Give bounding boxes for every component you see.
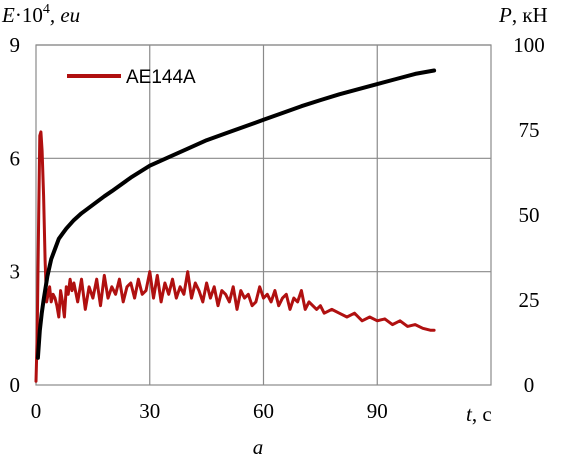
y-left-axis-var: E	[1, 3, 15, 27]
x-axis-title: t, с	[466, 402, 492, 426]
grid-lines	[36, 44, 491, 385]
y-left-axis-title: E·104, eu	[1, 2, 80, 27]
y-right-axis-unit: , кН	[512, 3, 548, 27]
y-left-axis-unit: , eu	[50, 3, 80, 27]
y-right-tick-label-50: 50	[519, 203, 540, 227]
plot-frame	[35, 44, 492, 386]
x-axis-unit: , с	[472, 402, 492, 426]
y-left-tick-label-3: 3	[10, 260, 21, 284]
y-left-tick-label-0: 0	[10, 373, 21, 397]
y-left-axis-mid: ·10	[15, 3, 43, 27]
x-tick-label-90: 90	[367, 399, 388, 423]
plot-area-border	[35, 44, 492, 386]
legend-label-ae144a: AE144A	[126, 67, 196, 88]
y-right-axis-title: P, кН	[498, 3, 548, 27]
y-left-tick-label-9: 9	[10, 33, 21, 57]
series-line-load	[35, 68, 437, 360]
y-right-tick-label-100: 100	[513, 33, 545, 57]
y-right-axis-var: P	[498, 3, 512, 27]
series-lines	[34, 68, 437, 383]
legend: AE144A	[67, 67, 196, 88]
y-right-tick-label-75: 75	[519, 118, 540, 142]
x-tick-label-0: 0	[31, 399, 42, 423]
series-line-ae144a	[34, 130, 436, 383]
x-axis-var: t	[466, 402, 473, 426]
y-right-tick-label-0: 0	[524, 373, 535, 397]
panel-label: а	[253, 435, 264, 459]
y-left-tick-label-6: 6	[10, 146, 21, 170]
y-left-axis-sup: 4	[43, 2, 50, 17]
y-right-tick-label-25: 25	[519, 288, 540, 312]
x-tick-label-60: 60	[253, 399, 274, 423]
x-tick-label-30: 30	[139, 399, 160, 423]
